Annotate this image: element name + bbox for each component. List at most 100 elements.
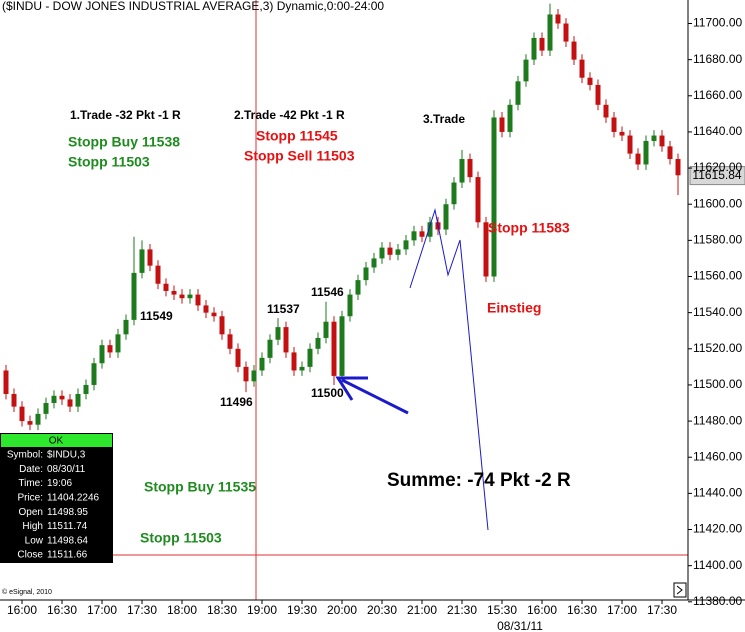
candles [3, 3, 681, 431]
scroll-icon [673, 582, 687, 598]
candle-body [75, 393, 81, 407]
y-tick-label: 11700.00 [693, 16, 742, 30]
candle-body [131, 272, 137, 320]
data-window-box [0, 433, 113, 563]
candle-body [299, 366, 305, 371]
candle-body [651, 135, 657, 141]
candle-body [59, 395, 65, 400]
candle-body [675, 159, 681, 176]
data-window-key: Time: [18, 478, 43, 489]
candle-body [403, 240, 409, 250]
x-tick-label: 17:00 [87, 603, 117, 617]
candle-body [203, 305, 209, 313]
candle-body [27, 421, 33, 425]
data-window-value: 11498.95 [47, 507, 88, 518]
candle-body [499, 117, 505, 132]
candle-body [307, 348, 313, 367]
candle-body [83, 384, 89, 394]
candle-body [291, 352, 297, 371]
candle-body [627, 135, 633, 154]
candle-body [195, 294, 201, 306]
x-tick-label: 17:30 [127, 603, 157, 617]
annotation: 2.Trade -42 Pkt -1 R [234, 108, 345, 122]
annotation: Summe: -74 Pkt -2 R [387, 470, 571, 491]
candle-body [547, 14, 553, 51]
y-tick-label: 11560.00 [693, 269, 742, 283]
candle-body [563, 23, 569, 42]
y-tick-label: 11660.00 [693, 88, 742, 102]
data-window-value: 11404.2246 [47, 493, 100, 504]
candle-body [51, 395, 57, 404]
candle-body [611, 117, 617, 132]
annotation: 1.Trade -32 Pkt -1 R [70, 108, 181, 122]
data-window-value: 11511.74 [47, 521, 88, 532]
x-tick-label: 20:00 [327, 603, 357, 617]
candle-body [339, 316, 345, 376]
candle-body [147, 249, 153, 266]
x-tick-label: 15:30 [487, 603, 517, 617]
annotation: Stopp 11545 [256, 128, 338, 144]
candle-body [491, 117, 497, 277]
candle-body [283, 327, 289, 353]
candle-body [227, 334, 233, 349]
x-tick-label: 19:00 [247, 603, 277, 617]
candle-body [619, 131, 625, 136]
x-tick-label: 17:00 [607, 603, 637, 617]
candle-body [355, 280, 361, 295]
candle-body [3, 370, 9, 394]
candle-body [411, 231, 417, 241]
candle-body [243, 366, 249, 382]
y-tick-label: 11680.00 [693, 52, 742, 66]
candle-body [483, 222, 489, 277]
candle-body [171, 290, 177, 295]
y-tick-label: 11400.00 [693, 558, 742, 572]
x-tick-label: 17:30 [647, 603, 677, 617]
annotation: 11546 [311, 285, 344, 299]
candle-body [323, 321, 329, 338]
candle-body [475, 177, 481, 223]
x-tick-label: 18:30 [207, 603, 237, 617]
drawn-arrow [341, 378, 409, 415]
candle-body [419, 231, 425, 237]
x-tick-label: 20:30 [367, 603, 397, 617]
candle-body [315, 337, 321, 349]
data-window-key: Close [17, 550, 43, 561]
data-window-value: 11511.66 [47, 550, 88, 561]
candle-body [43, 403, 49, 414]
candle-body [219, 316, 225, 335]
scroll-icon-arrow [676, 585, 683, 595]
data-window-value: 19:06 [47, 478, 72, 489]
candle-body [659, 135, 665, 147]
candle-body [179, 294, 185, 299]
candle-body [187, 294, 193, 299]
annotation: 11496 [220, 395, 253, 409]
data-window-key: Low [25, 535, 44, 546]
x-tick-label: 16:30 [47, 603, 77, 617]
candle-body [507, 104, 513, 132]
data-window-header: OK [49, 436, 64, 447]
candle-body [123, 319, 129, 335]
candle-body [459, 159, 465, 183]
date-label: 08/31/11 [497, 619, 543, 632]
data-window-value: $INDU,3 [47, 450, 86, 461]
y-tick-label: 11600.00 [693, 196, 742, 210]
candle-body [251, 370, 257, 382]
annotation: 3.Trade [423, 112, 465, 126]
candle-body [443, 204, 449, 230]
candle-body [387, 247, 393, 255]
copyright: © eSignal, 2010 [2, 588, 52, 596]
candle-body [331, 321, 337, 376]
candle-body [11, 393, 17, 407]
annotation: Stopp 11503 [68, 154, 150, 170]
candle-body [91, 363, 97, 385]
data-window-key: Open [19, 507, 43, 518]
candle-body [155, 265, 161, 284]
y-tick-label: 11520.00 [693, 341, 742, 355]
data-window-key: Symbol: [7, 450, 43, 461]
candle-body [467, 159, 473, 178]
candle-body [19, 406, 25, 422]
candle-body [579, 59, 585, 78]
candle-body [139, 249, 145, 273]
candle-body [347, 294, 353, 317]
